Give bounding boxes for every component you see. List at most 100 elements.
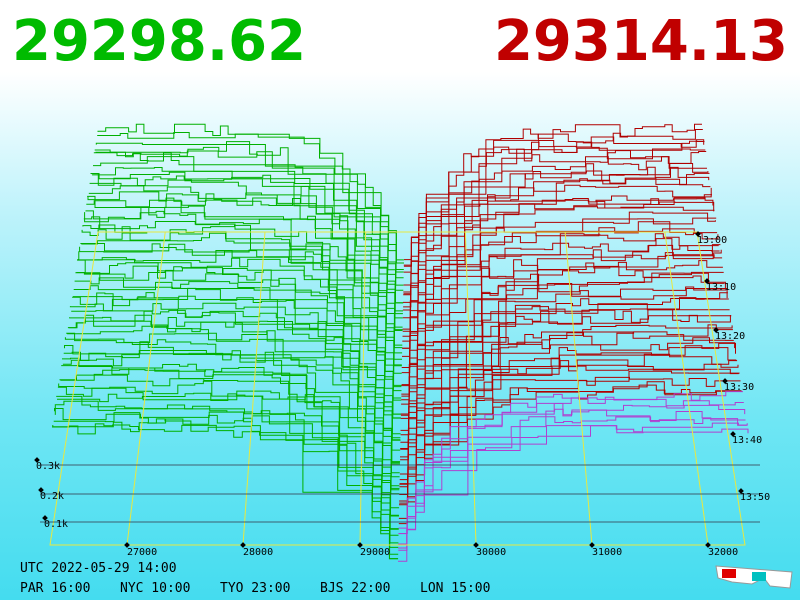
ask-depth-line <box>401 265 724 401</box>
ask-depth-line <box>403 172 710 303</box>
ask-depth-line <box>400 324 733 461</box>
ask-depth-line <box>402 211 716 342</box>
ask-depth-line <box>399 337 736 481</box>
ask-depth-line <box>402 184 712 319</box>
bid-depth-line <box>84 210 403 346</box>
ask-depth-line <box>401 228 719 368</box>
bid-depth-line <box>77 259 402 401</box>
bid-depth-line <box>77 257 402 388</box>
tick-marker <box>240 542 246 548</box>
tick-marker <box>357 542 363 548</box>
bid-depth-line <box>81 226 402 367</box>
bid-depth-line <box>76 265 402 399</box>
floor-line <box>242 231 266 546</box>
axis-labels: 27000 28000 29000 30000 31000 32000 0.3k 0.2k 0.… <box>20 231 770 596</box>
bid-depth-line <box>67 320 401 463</box>
price-label: 32000 <box>708 547 738 558</box>
ask-depth-line <box>400 315 732 449</box>
city-clock: BJS 22:00 <box>320 581 390 596</box>
bid-depth-line <box>86 199 403 331</box>
bid-depth-line <box>53 412 399 555</box>
bid-depth-line <box>54 408 399 548</box>
time-label: 13:20 <box>715 331 745 342</box>
ask-depth-line <box>399 347 737 488</box>
floor-line <box>664 231 709 546</box>
ask-depth-line <box>400 292 728 436</box>
depth-label: 0.1k <box>44 519 68 530</box>
ask-depth-line <box>400 275 726 416</box>
ask-depth-line <box>403 140 705 273</box>
bid-price: 29298.62 <box>12 9 306 74</box>
ask-depth-line <box>399 365 739 504</box>
time-label: 13:40 <box>732 435 762 446</box>
tick-marker <box>124 542 130 548</box>
bid-depth-line <box>60 369 400 509</box>
bid-depth-line <box>68 314 401 451</box>
time-label: 13:00 <box>697 235 727 246</box>
bid-depth-line <box>82 224 402 360</box>
ask-depth-line <box>399 376 741 506</box>
floor-outline <box>49 231 746 546</box>
bid-depth-line <box>88 185 403 319</box>
price-label: 29000 <box>360 547 390 558</box>
ask-depth-line <box>404 123 702 261</box>
ask-depth-line <box>398 425 749 562</box>
glasses-icon <box>715 565 793 589</box>
ask-depth-line <box>398 408 746 551</box>
ask-depth-line <box>401 244 721 386</box>
ask-depth-line <box>398 422 748 549</box>
tick-marker <box>713 327 719 333</box>
time-label: 13:50 <box>740 492 770 503</box>
floor-line <box>359 231 367 546</box>
ask-depth-line <box>402 197 714 330</box>
tick-marker <box>704 278 710 284</box>
tick-marker <box>722 378 728 384</box>
bid-depth-line <box>81 232 402 366</box>
tick-marker <box>42 515 48 521</box>
ask-depth-line <box>402 194 712 332</box>
ask-depth-line <box>403 147 706 286</box>
ask-depth-line <box>401 260 723 395</box>
ask-depth-line <box>401 249 722 387</box>
time-label: 13:30 <box>724 382 754 393</box>
city-clock: NYC 10:00 <box>120 581 190 596</box>
floor-grid <box>40 231 760 546</box>
bid-depth-line <box>87 195 403 328</box>
ask-depth-line <box>400 324 733 458</box>
ask-depth-line <box>403 156 707 293</box>
depth-label: 0.2k <box>40 491 64 502</box>
time-label: 13:10 <box>706 282 736 293</box>
bid-depth-line <box>93 152 404 286</box>
ask-depth-line <box>398 416 747 545</box>
ask-depth-line <box>401 233 719 368</box>
tick-marker <box>730 431 736 437</box>
bid-depth-line <box>56 395 399 536</box>
bid-depth-line <box>61 363 400 495</box>
ask-depth-line <box>398 403 746 535</box>
bid-depth-line <box>85 205 403 349</box>
tick-marker <box>738 488 744 494</box>
ask-depth-line <box>399 342 736 485</box>
ask-depth-line <box>398 384 743 525</box>
bid-depth-line <box>57 392 399 530</box>
bid-depth-line <box>52 423 398 560</box>
price-label: 30000 <box>476 547 506 558</box>
ask-price: 29314.13 <box>494 9 788 74</box>
ask-depth-line <box>398 391 743 534</box>
bid-depth-line <box>89 179 403 315</box>
ask-depth-line <box>398 381 742 519</box>
bid-depth-line <box>57 386 399 530</box>
ask-depth-line <box>401 238 720 374</box>
city-clock: LON 15:00 <box>420 581 490 596</box>
floor-line <box>126 231 166 546</box>
bid-depth-line <box>80 243 402 374</box>
depth-label: 0.3k <box>36 461 60 472</box>
ask-depth-line <box>403 150 707 295</box>
bid-depth-line <box>59 374 399 517</box>
ask-depth-line <box>399 370 740 502</box>
price-label: 31000 <box>592 547 622 558</box>
price-label: 28000 <box>243 547 273 558</box>
bid-depth-line <box>52 418 399 560</box>
